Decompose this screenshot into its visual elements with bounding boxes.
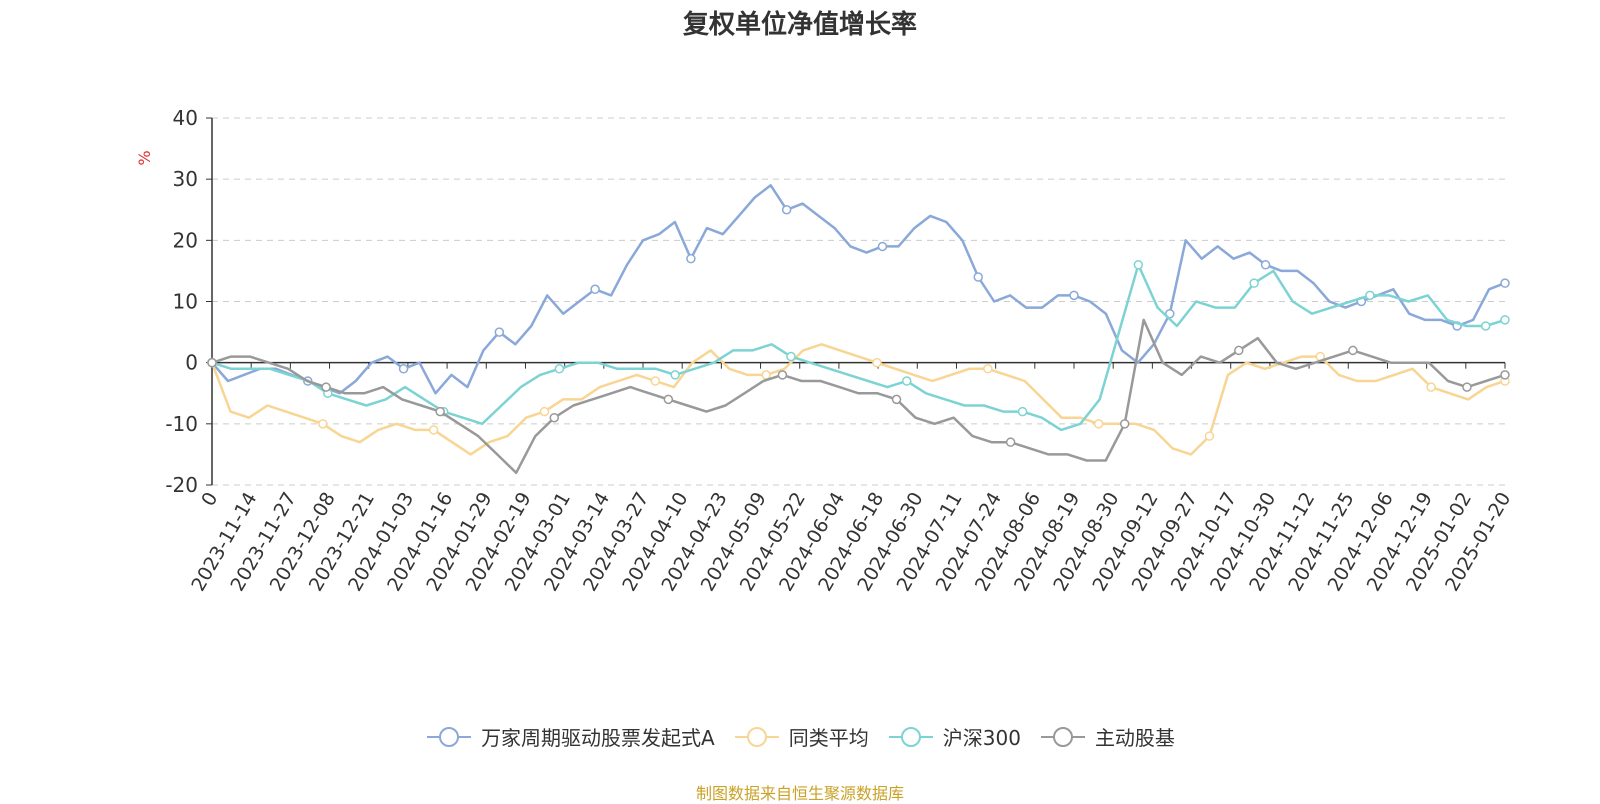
y-tick-label: 0 bbox=[185, 351, 198, 375]
legend-label: 主动股基 bbox=[1094, 726, 1175, 750]
data-point bbox=[650, 376, 661, 386]
series-line bbox=[211, 318, 1506, 475]
legend-label: 万家周期驱动股票发起式A bbox=[481, 726, 715, 750]
y-tick-label: -10 bbox=[165, 412, 198, 436]
data-point bbox=[1069, 290, 1079, 301]
legend-item[interactable]: 沪深300 bbox=[887, 722, 1021, 751]
data-point bbox=[686, 253, 696, 264]
data-point bbox=[901, 376, 912, 386]
data-point bbox=[1260, 260, 1271, 270]
data-point bbox=[983, 364, 993, 374]
legend-item[interactable]: 万家周期驱动股票发起式A bbox=[425, 722, 715, 751]
series-line bbox=[210, 343, 1506, 456]
data-point bbox=[1119, 419, 1130, 429]
data-point bbox=[554, 364, 565, 374]
data-point bbox=[1249, 278, 1259, 288]
legend-line-icon bbox=[427, 726, 472, 747]
data-point bbox=[663, 394, 674, 405]
data-point bbox=[1005, 437, 1016, 447]
data-point bbox=[494, 327, 505, 337]
x-tick-label: 0 bbox=[197, 489, 222, 510]
data-point bbox=[321, 382, 331, 392]
data-point bbox=[1480, 321, 1491, 331]
data-point bbox=[428, 425, 439, 435]
data-point bbox=[1365, 290, 1375, 301]
data-point bbox=[1093, 419, 1104, 429]
data-point bbox=[891, 394, 902, 405]
y-axis-label: % bbox=[135, 150, 154, 165]
data-point bbox=[877, 241, 888, 252]
legend-line-icon bbox=[734, 726, 779, 747]
data-point bbox=[1133, 260, 1144, 270]
data-point bbox=[1500, 278, 1510, 288]
legend-line-icon bbox=[1040, 726, 1085, 747]
data-point bbox=[398, 364, 409, 374]
data-point bbox=[549, 412, 560, 423]
chart-title: 复权单位净值增长率 bbox=[682, 10, 917, 40]
data-point bbox=[318, 419, 328, 429]
data-point bbox=[973, 272, 983, 282]
data-point bbox=[872, 357, 882, 368]
data-point bbox=[1500, 315, 1510, 325]
data-point bbox=[435, 406, 445, 417]
legend-item[interactable]: 同类平均 bbox=[733, 722, 869, 751]
y-tick-label: 30 bbox=[173, 167, 198, 191]
series-line bbox=[211, 263, 1506, 432]
data-point bbox=[1500, 370, 1510, 380]
legend-line-icon bbox=[888, 726, 933, 747]
data-point bbox=[781, 205, 792, 215]
series-line bbox=[211, 184, 1506, 395]
y-tick-label: 40 bbox=[173, 106, 198, 130]
chart-legend: 万家周期驱动股票发起式A 同类平均 沪深300 主动股基 bbox=[0, 722, 1600, 751]
legend-label: 沪深300 bbox=[942, 726, 1021, 750]
source-note: 制图数据来自恒生聚源数据库 bbox=[695, 784, 904, 803]
data-point bbox=[1348, 345, 1358, 356]
y-tick-label: 10 bbox=[173, 290, 198, 314]
data-point bbox=[1234, 345, 1244, 356]
data-point bbox=[590, 284, 600, 295]
y-tick-label: -20 bbox=[165, 473, 198, 497]
data-point bbox=[670, 370, 680, 380]
y-tick-label: 20 bbox=[173, 228, 198, 252]
data-point bbox=[786, 351, 796, 362]
data-point bbox=[777, 370, 788, 380]
data-point bbox=[1204, 431, 1215, 441]
data-point bbox=[1462, 382, 1472, 392]
data-point bbox=[1426, 382, 1436, 392]
data-point bbox=[207, 357, 217, 368]
legend-label: 同类平均 bbox=[788, 726, 869, 750]
data-point bbox=[761, 370, 771, 380]
legend-item[interactable]: 主动股基 bbox=[1039, 722, 1175, 751]
data-point bbox=[539, 406, 550, 417]
data-point bbox=[1017, 406, 1028, 417]
